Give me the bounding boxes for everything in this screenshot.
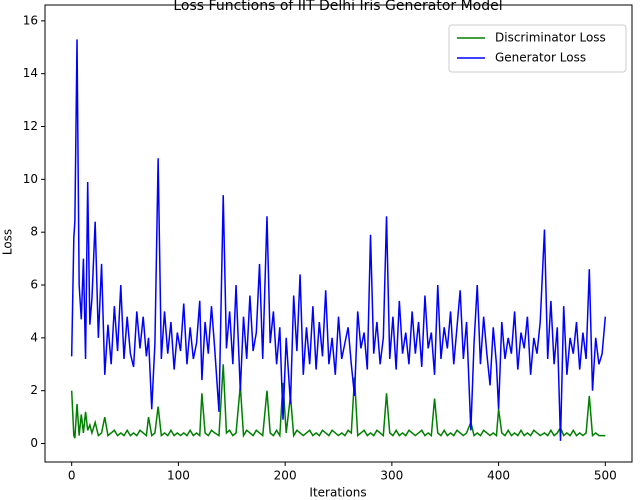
y-tick-label: 16	[23, 13, 38, 27]
x-tick-label: 400	[487, 469, 510, 483]
line-series	[70, 39, 607, 441]
chart-title: Loss Functions of IIT Delhi Iris Generat…	[173, 0, 502, 14]
y-tick-label: 4	[30, 330, 38, 344]
y-axis-label: Loss	[1, 229, 15, 255]
y-tick-label: 10	[23, 172, 38, 186]
y-tick-label: 8	[30, 225, 38, 239]
y-tick-label: 12	[23, 119, 38, 133]
x-tick-label: 300	[380, 469, 403, 483]
plot-frame	[44, 4, 633, 463]
y-tick-label: 2	[30, 383, 38, 397]
y-tick-label: 6	[30, 278, 38, 292]
x-tick-label: 500	[594, 469, 617, 483]
x-tick-label: 0	[68, 469, 76, 483]
x-axis-label: Iterations	[309, 486, 366, 500]
x-tick-label: 200	[274, 469, 297, 483]
line-series	[70, 364, 606, 439]
y-tick-label: 14	[23, 66, 38, 80]
y-tick-label: 0	[30, 436, 38, 450]
legend-label: Discriminator Loss	[495, 31, 606, 45]
legend-label: Generator Loss	[495, 51, 586, 65]
x-tick-label: 100	[167, 469, 190, 483]
legend-box	[448, 24, 627, 73]
